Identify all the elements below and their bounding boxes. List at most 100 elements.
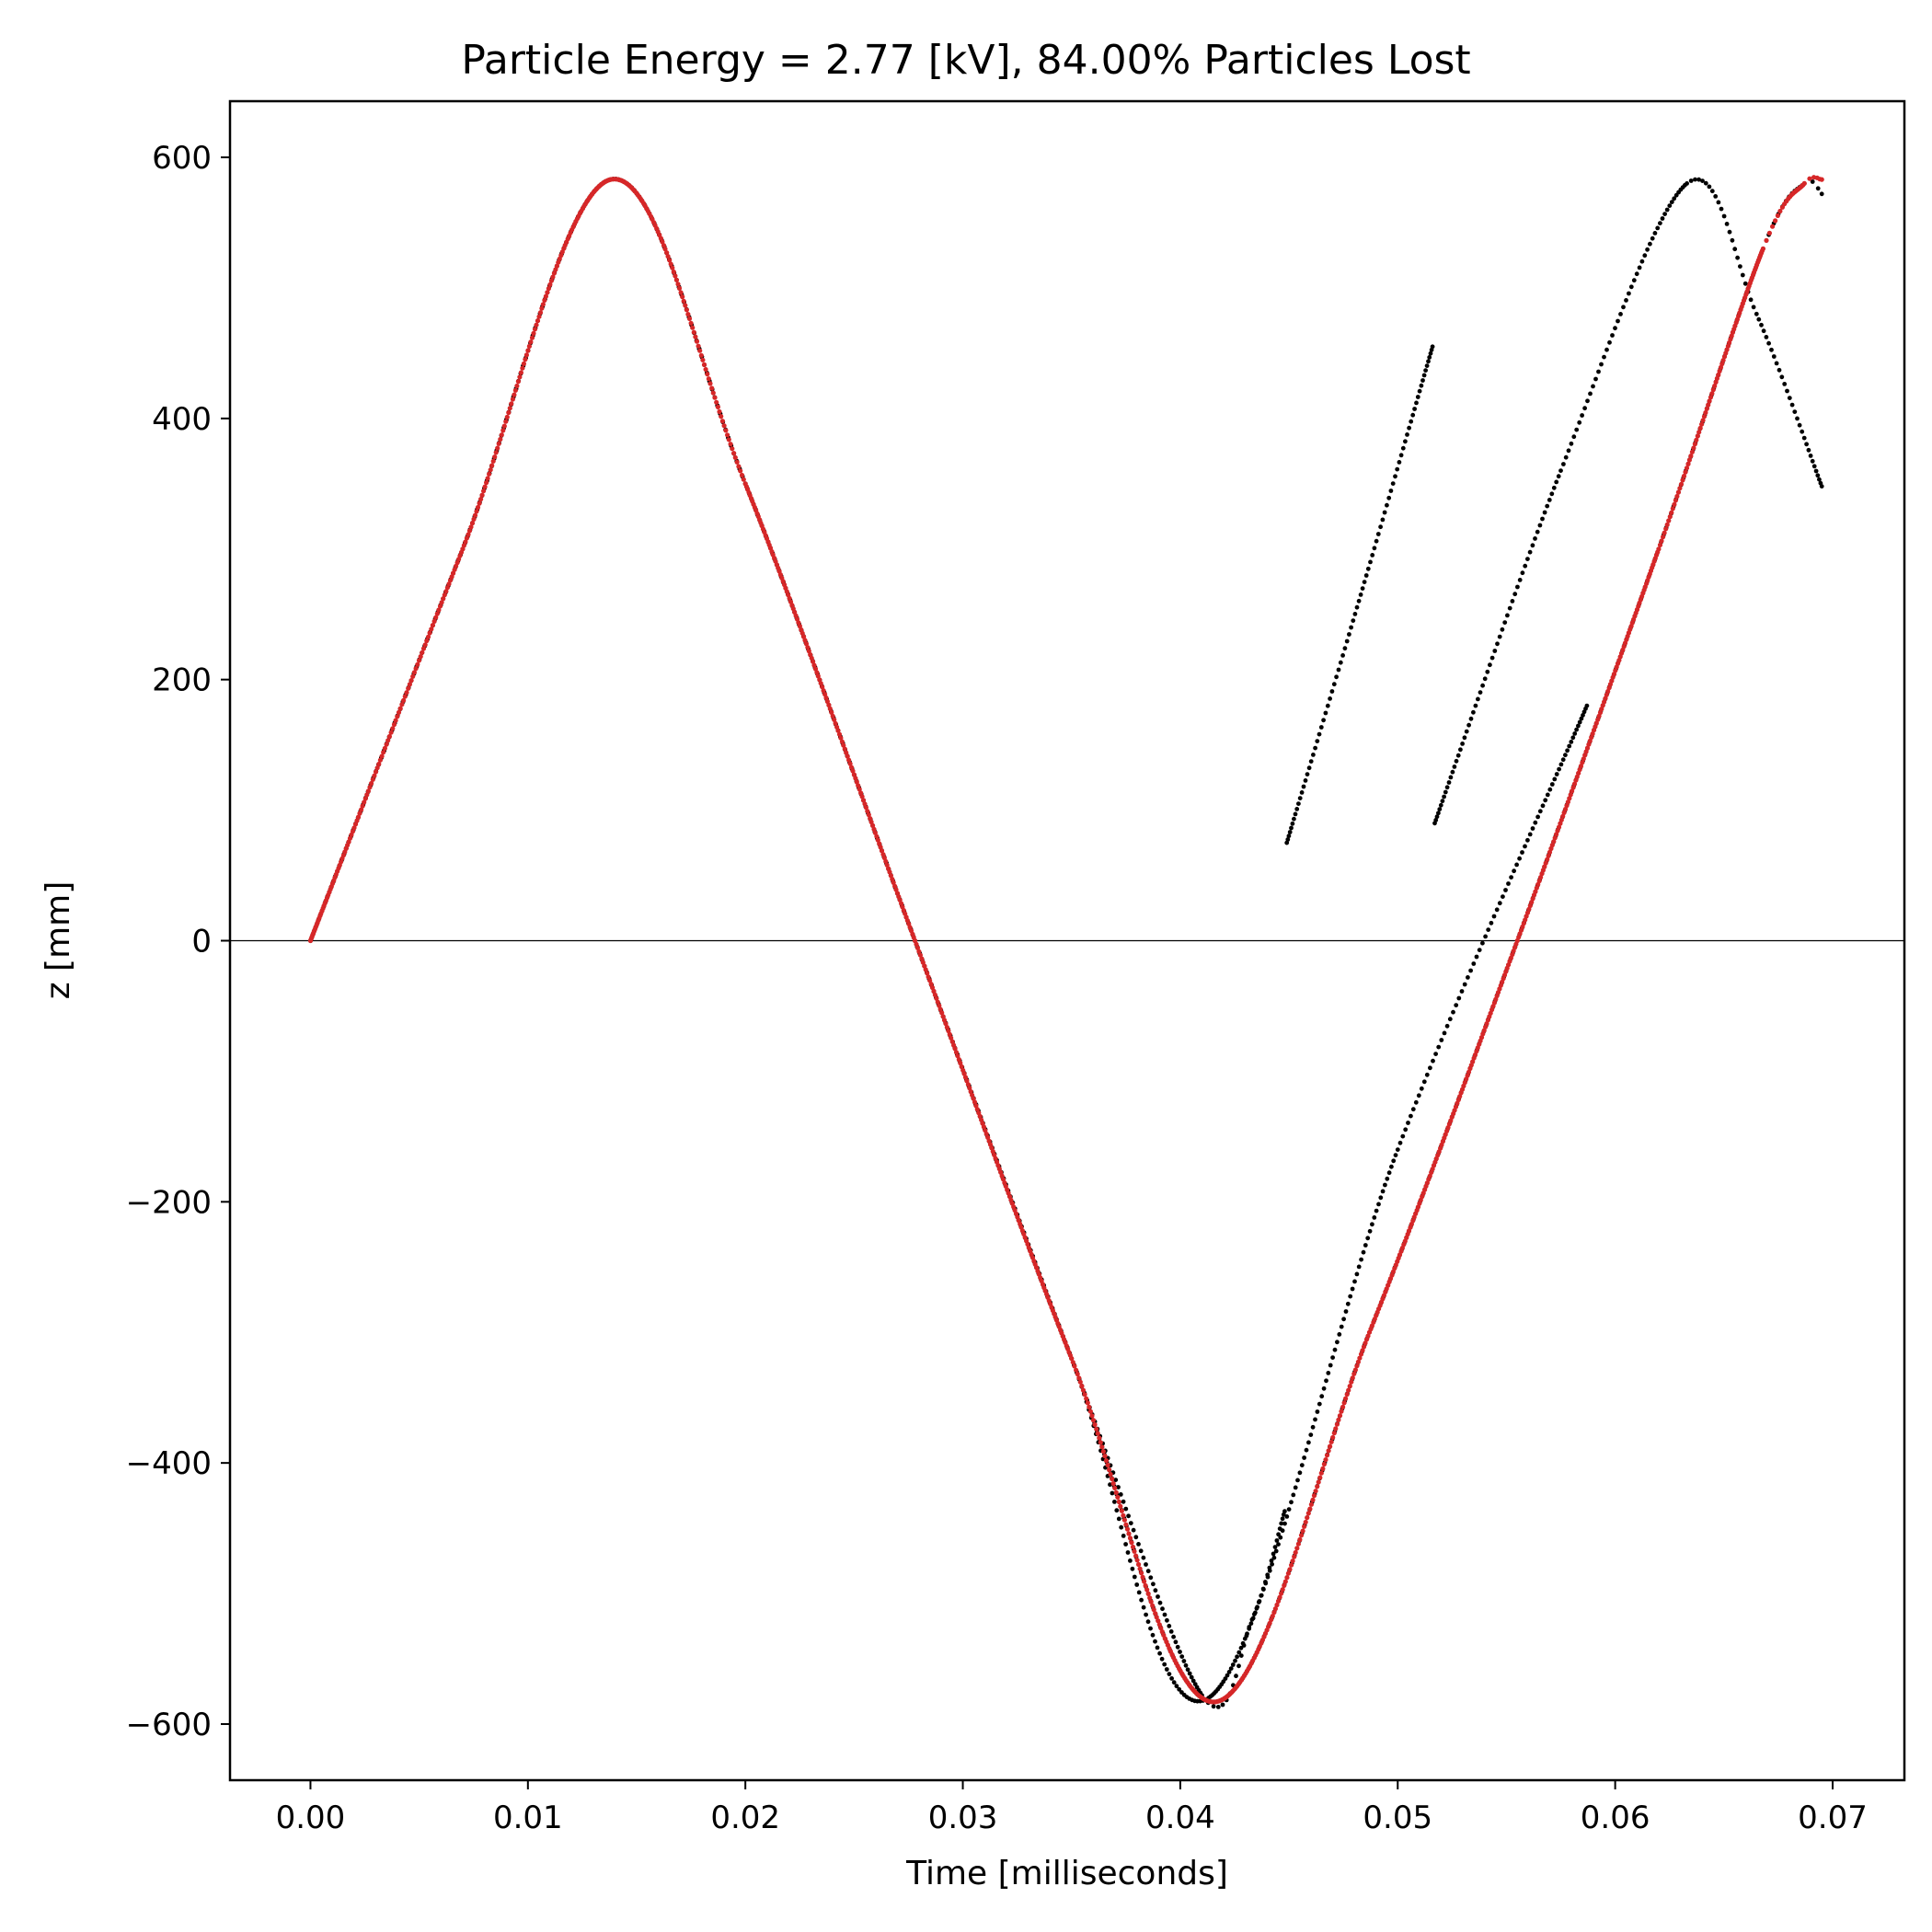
data-point bbox=[680, 294, 685, 300]
data-point bbox=[1354, 1363, 1360, 1369]
data-point bbox=[1621, 305, 1626, 310]
data-point bbox=[1742, 281, 1748, 286]
data-point bbox=[1121, 1534, 1126, 1538]
data-point bbox=[1324, 1378, 1328, 1384]
data-point bbox=[723, 428, 729, 433]
data-point bbox=[1386, 1170, 1392, 1176]
data-point bbox=[1126, 1531, 1132, 1536]
data-point bbox=[1489, 655, 1495, 661]
data-point bbox=[431, 618, 437, 625]
data-point bbox=[1591, 384, 1595, 389]
data-point bbox=[1274, 1602, 1280, 1608]
series-3 bbox=[1432, 177, 1824, 826]
data-point bbox=[983, 1131, 989, 1137]
data-point bbox=[1660, 216, 1665, 221]
data-point bbox=[1667, 203, 1673, 209]
data-point bbox=[1593, 376, 1598, 382]
data-point bbox=[1153, 1639, 1157, 1644]
data-point bbox=[1238, 1653, 1244, 1658]
data-point bbox=[947, 1031, 952, 1037]
data-point bbox=[1134, 1582, 1140, 1587]
data-point bbox=[812, 666, 819, 672]
data-point bbox=[914, 945, 921, 950]
data-point bbox=[1123, 1542, 1128, 1547]
data-point bbox=[1491, 914, 1497, 919]
data-point bbox=[442, 592, 447, 598]
data-point bbox=[1284, 840, 1290, 845]
data-point bbox=[1365, 1333, 1371, 1339]
data-point bbox=[926, 974, 931, 980]
data-point bbox=[1133, 1535, 1139, 1540]
data-point bbox=[447, 578, 454, 583]
data-point bbox=[1340, 653, 1345, 658]
y-tick-label: −200 bbox=[126, 1184, 212, 1221]
data-point bbox=[1760, 246, 1765, 251]
data-point bbox=[1588, 391, 1593, 397]
data-point bbox=[1290, 1558, 1295, 1564]
data-point bbox=[1423, 368, 1428, 373]
data-point bbox=[1545, 503, 1550, 509]
data-point bbox=[1563, 454, 1569, 460]
data-point bbox=[1157, 1600, 1163, 1605]
data-point bbox=[1685, 461, 1691, 466]
data-point bbox=[1437, 807, 1443, 811]
data-point bbox=[1645, 247, 1650, 252]
data-point bbox=[1557, 766, 1561, 772]
data-point bbox=[705, 372, 710, 377]
data-point bbox=[1440, 799, 1445, 804]
data-point bbox=[878, 845, 883, 850]
data-point bbox=[1409, 1113, 1413, 1119]
data-point bbox=[1114, 1508, 1120, 1513]
data-point bbox=[1145, 1619, 1151, 1625]
data-point bbox=[1410, 1107, 1416, 1112]
data-point bbox=[1370, 1222, 1374, 1227]
data-point bbox=[1670, 506, 1675, 512]
data-point bbox=[1112, 1485, 1118, 1490]
data-point bbox=[1079, 1384, 1085, 1389]
data-point bbox=[1442, 1030, 1447, 1036]
data-point bbox=[937, 1006, 943, 1012]
data-point bbox=[736, 464, 742, 469]
data-point bbox=[1270, 1561, 1274, 1567]
data-point bbox=[1533, 889, 1538, 894]
data-point bbox=[427, 630, 432, 636]
data-point bbox=[1709, 189, 1715, 194]
data-point bbox=[433, 615, 439, 620]
data-point bbox=[1282, 1582, 1287, 1588]
data-point bbox=[1577, 420, 1582, 425]
data-point bbox=[1153, 1611, 1158, 1616]
data-point bbox=[1428, 351, 1433, 356]
data-point bbox=[1716, 200, 1721, 205]
data-point bbox=[1560, 813, 1566, 819]
data-point bbox=[974, 1107, 980, 1112]
data-point bbox=[1230, 1662, 1236, 1667]
data-point bbox=[835, 728, 841, 733]
data-point bbox=[1701, 414, 1708, 420]
data-point bbox=[858, 790, 864, 796]
data-point bbox=[1300, 1528, 1305, 1534]
data-point bbox=[1413, 1099, 1419, 1105]
data-point bbox=[1087, 1404, 1092, 1410]
data-point bbox=[351, 825, 357, 831]
data-point bbox=[1343, 1309, 1349, 1314]
data-point bbox=[1179, 1654, 1185, 1659]
data-point bbox=[1785, 388, 1789, 394]
data-point bbox=[1819, 484, 1824, 489]
data-point bbox=[1403, 1127, 1409, 1133]
data-point bbox=[690, 325, 696, 330]
data-point bbox=[1282, 1579, 1288, 1584]
data-point bbox=[1282, 1509, 1287, 1514]
data-point bbox=[1417, 388, 1422, 394]
data-point bbox=[1576, 770, 1581, 776]
data-point bbox=[671, 269, 676, 275]
data-point bbox=[1777, 367, 1782, 373]
data-point bbox=[1456, 995, 1462, 1001]
x-axis-label: Time [milliseconds] bbox=[905, 1855, 1228, 1892]
data-point bbox=[1695, 433, 1700, 439]
data-point bbox=[1642, 253, 1648, 259]
data-point bbox=[1548, 845, 1554, 852]
data-point bbox=[1306, 1440, 1311, 1445]
data-point bbox=[1289, 1500, 1294, 1505]
data-point bbox=[1804, 442, 1809, 447]
data-point bbox=[1315, 1409, 1320, 1414]
